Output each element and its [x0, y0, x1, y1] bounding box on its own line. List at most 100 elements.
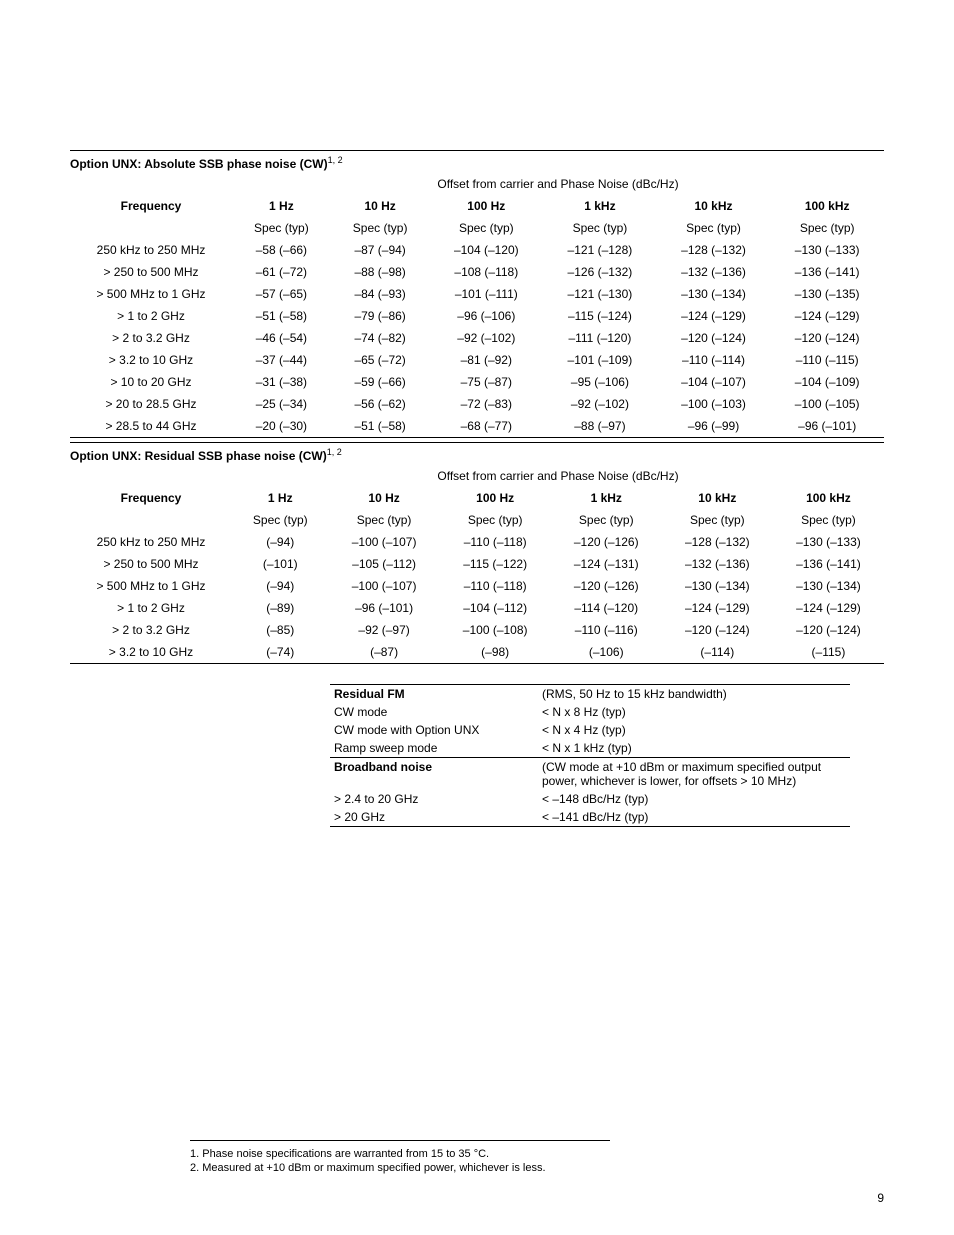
value-cell: –68 (–77) [430, 415, 544, 438]
value-cell: –132 (–136) [662, 553, 773, 575]
value-cell: –121 (–130) [543, 283, 657, 305]
value-cell: –124 (–129) [662, 597, 773, 619]
value-cell: –96 (–106) [430, 305, 544, 327]
spec-value: (RMS, 50 Hz to 15 kHz bandwidth) [538, 685, 850, 704]
spec-row: Ramp sweep mode< N x 1 kHz (typ) [330, 739, 850, 758]
value-cell: –25 (–34) [232, 393, 331, 415]
value-cell: –130 (–133) [770, 239, 884, 261]
table2-col-5: 100 kHz [773, 487, 884, 509]
table2-col-4: 10 kHz [662, 487, 773, 509]
value-cell: –120 (–126) [551, 531, 662, 553]
freq-cell: > 3.2 to 10 GHz [70, 349, 232, 371]
value-cell: –100 (–103) [657, 393, 771, 415]
table2-freq-header: Frequency [70, 487, 232, 531]
value-cell: –79 (–86) [331, 305, 430, 327]
table2-body: 250 kHz to 250 MHz(–94)–100 (–107)–110 (… [70, 531, 884, 664]
table1-col-3: 1 kHz [543, 195, 657, 217]
value-cell: –124 (–131) [551, 553, 662, 575]
spec-label: CW mode with Option UNX [330, 721, 538, 739]
table1-col-5: 100 kHz [770, 195, 884, 217]
value-cell: –128 (–132) [662, 531, 773, 553]
value-cell: –115 (–122) [440, 553, 551, 575]
value-cell: –105 (–112) [329, 553, 440, 575]
spec-row: Residual FM(RMS, 50 Hz to 15 kHz bandwid… [330, 685, 850, 704]
freq-cell: > 10 to 20 GHz [70, 371, 232, 393]
freq-cell: 250 kHz to 250 MHz [70, 531, 232, 553]
value-cell: –111 (–120) [543, 327, 657, 349]
spec-label: > 2.4 to 20 GHz [330, 790, 538, 808]
value-cell: –110 (–118) [440, 531, 551, 553]
value-cell: –120 (–124) [773, 619, 884, 641]
value-cell: –128 (–132) [657, 239, 771, 261]
value-cell: –96 (–101) [329, 597, 440, 619]
value-cell: –100 (–107) [329, 531, 440, 553]
value-cell: –110 (–115) [770, 349, 884, 371]
value-cell: –51 (–58) [232, 305, 331, 327]
table-row: > 2 to 3.2 GHz(–85)–92 (–97)–100 (–108)–… [70, 619, 884, 641]
spec-label: Broadband noise [330, 758, 538, 791]
footnote-1: 1. Phase noise specifications are warran… [190, 1147, 790, 1161]
table2-sub-0: Spec (typ) [232, 509, 329, 531]
value-cell: –65 (–72) [331, 349, 430, 371]
table-row: > 250 to 500 MHz–61 (–72)–88 (–98)–108 (… [70, 261, 884, 283]
value-cell: –92 (–102) [543, 393, 657, 415]
freq-cell: > 2 to 3.2 GHz [70, 619, 232, 641]
value-cell: –126 (–132) [543, 261, 657, 283]
table2-sub-2: Spec (typ) [440, 509, 551, 531]
table2-col-3: 1 kHz [551, 487, 662, 509]
table1-col-0: 1 Hz [232, 195, 331, 217]
value-cell: –100 (–107) [329, 575, 440, 597]
table-row: > 10 to 20 GHz–31 (–38)–59 (–66)–75 (–87… [70, 371, 884, 393]
table2-col-0: 1 Hz [232, 487, 329, 509]
table2-col-1: 10 Hz [329, 487, 440, 509]
table1-freq-header: Frequency [70, 195, 232, 239]
table1-sub-3: Spec (typ) [543, 217, 657, 239]
value-cell: –46 (–54) [232, 327, 331, 349]
table2-offset-header: Offset from carrier and Phase Noise (dBc… [232, 465, 884, 487]
table1-sub-0: Spec (typ) [232, 217, 331, 239]
table-row: > 28.5 to 44 GHz–20 (–30)–51 (–58)–68 (–… [70, 415, 884, 438]
value-cell: –110 (–118) [440, 575, 551, 597]
value-cell: –120 (–126) [551, 575, 662, 597]
value-cell: –101 (–109) [543, 349, 657, 371]
spec-label: Residual FM [330, 685, 538, 704]
table-row: > 500 MHz to 1 GHz(–94)–100 (–107)–110 (… [70, 575, 884, 597]
table1-col-4: 10 kHz [657, 195, 771, 217]
spec-value: (CW mode at +10 dBm or maximum specified… [538, 758, 850, 791]
value-cell: –100 (–108) [440, 619, 551, 641]
table2-sub-5: Spec (typ) [773, 509, 884, 531]
value-cell: –120 (–124) [662, 619, 773, 641]
value-cell: –87 (–94) [331, 239, 430, 261]
value-cell: –88 (–97) [543, 415, 657, 438]
value-cell: –59 (–66) [331, 371, 430, 393]
value-cell: –104 (–112) [440, 597, 551, 619]
spec-value: < N x 8 Hz (typ) [538, 703, 850, 721]
table-row: > 500 MHz to 1 GHz–57 (–65)–84 (–93)–101… [70, 283, 884, 305]
value-cell: –84 (–93) [331, 283, 430, 305]
value-cell: –108 (–118) [430, 261, 544, 283]
value-cell: (–94) [232, 575, 329, 597]
table-row: > 20 to 28.5 GHz–25 (–34)–56 (–62)–72 (–… [70, 393, 884, 415]
value-cell: –120 (–124) [657, 327, 771, 349]
freq-cell: > 1 to 2 GHz [70, 597, 232, 619]
table1-col-1: 10 Hz [331, 195, 430, 217]
value-cell: (–114) [662, 641, 773, 664]
value-cell: –130 (–133) [773, 531, 884, 553]
value-cell: –121 (–128) [543, 239, 657, 261]
table2-title-text: Option UNX: Residual SSB phase noise (CW… [70, 449, 327, 463]
freq-cell: > 500 MHz to 1 GHz [70, 575, 232, 597]
table1-header-row: Frequency 1 Hz 10 Hz 100 Hz 1 kHz 10 kHz… [70, 195, 884, 217]
footnote-2: 2. Measured at +10 dBm or maximum specif… [190, 1161, 790, 1175]
table1-title-text: Option UNX: Absolute SSB phase noise (CW… [70, 157, 328, 171]
spec-table: Residual FM(RMS, 50 Hz to 15 kHz bandwid… [330, 684, 850, 827]
table-row: 250 kHz to 250 MHz(–94)–100 (–107)–110 (… [70, 531, 884, 553]
table1-sub-5: Spec (typ) [770, 217, 884, 239]
freq-cell: > 3.2 to 10 GHz [70, 641, 232, 664]
footnotes: 1. Phase noise specifications are warran… [190, 1140, 790, 1175]
spec-value: < –141 dBc/Hz (typ) [538, 808, 850, 827]
table2: Offset from carrier and Phase Noise (dBc… [70, 465, 884, 664]
value-cell: (–101) [232, 553, 329, 575]
value-cell: –74 (–82) [331, 327, 430, 349]
value-cell: (–94) [232, 531, 329, 553]
footnote-separator [190, 1140, 610, 1143]
